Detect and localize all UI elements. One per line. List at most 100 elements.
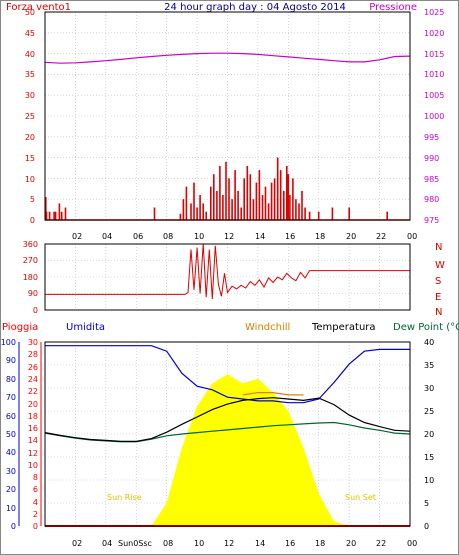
- wind-gust-bar: [64, 207, 67, 220]
- humidity-tick: 50: [6, 430, 16, 439]
- time-tick: 06: [133, 232, 143, 241]
- time-tick: 10: [194, 539, 204, 548]
- wind-gust-bar: [249, 174, 252, 220]
- humidity-tick: 60: [6, 412, 16, 421]
- rain-tick: 6: [33, 485, 38, 494]
- time-tick: 20: [346, 539, 356, 548]
- humidity-tick: 100: [1, 338, 16, 347]
- pressure-tick: 1025: [424, 8, 444, 17]
- wind-tick: 50: [25, 8, 35, 17]
- wind-gust-bar: [295, 199, 297, 220]
- pressure-tick: 990: [424, 154, 439, 163]
- wind-gust-bar: [287, 174, 290, 220]
- compass-label: N: [435, 307, 442, 318]
- wind-gust-bar: [276, 157, 279, 220]
- panel3-frame: [44, 341, 411, 527]
- wind-tick: 25: [25, 112, 35, 121]
- rain-tick: 18: [28, 412, 38, 421]
- rain-tick: 0: [33, 522, 38, 531]
- wind-gust-bar: [386, 211, 388, 220]
- wind-gust-bar: [286, 165, 288, 220]
- direction-tick: 360: [23, 240, 38, 249]
- wind-gust-bar: [243, 178, 245, 220]
- pressure-axis-label: Pressione: [369, 2, 417, 13]
- temperature-tick: 15: [424, 453, 434, 462]
- wind-tick: 0: [30, 216, 35, 225]
- temperature-tick: 5: [424, 499, 429, 508]
- wind-gust-bar: [54, 211, 57, 220]
- wind-gust-bar: [222, 195, 224, 220]
- wind-gust-bar: [48, 211, 51, 220]
- temperature-tick: 40: [424, 338, 434, 347]
- wind-gust-bar: [153, 207, 156, 220]
- compass-labels: N W S E N: [435, 242, 445, 318]
- pressure-tick: 1015: [424, 50, 444, 59]
- wind-gust-bar: [348, 207, 350, 220]
- wind-gust-bars: [45, 157, 388, 220]
- time-tick: 18: [315, 539, 325, 548]
- wind-gust-bar: [210, 186, 212, 220]
- humidity-y-ticks: 0 10 20 30 40 50 60 70 80 90 100: [1, 338, 16, 531]
- wind-gust-bar: [252, 199, 255, 220]
- pressure-line: [44, 52, 411, 64]
- temperature-tick: 30: [424, 384, 434, 393]
- wind-gust-bar: [270, 182, 273, 220]
- wind-tick: 40: [25, 50, 35, 59]
- wind-gust-bar: [279, 170, 282, 220]
- windchill-line: [242, 392, 304, 396]
- wind-gust-bar: [202, 203, 204, 220]
- temperature-legend: Temperatura: [311, 322, 376, 333]
- wind-gust-bar: [317, 211, 320, 220]
- wind-gust-bar: [231, 199, 233, 220]
- rain-tick: 26: [28, 363, 38, 372]
- rain-tick: 10: [28, 461, 38, 470]
- wind-gust-bar: [216, 190, 218, 220]
- panel1-frame: [44, 11, 411, 221]
- wind-tick: 5: [30, 195, 35, 204]
- wind-gust-bar: [255, 182, 258, 220]
- temperature-line: [44, 397, 411, 442]
- rain-tick: 8: [33, 473, 38, 482]
- wind-gust-bar: [193, 182, 195, 220]
- wind-gust-bar: [258, 170, 261, 220]
- wind-gust-bar: [205, 211, 207, 220]
- chart-title: 24 hour graph day : 04 Agosto 2014: [164, 2, 346, 13]
- rain-tick: 16: [28, 424, 38, 433]
- wind-gust-bar: [298, 203, 300, 220]
- time-tick: 00: [407, 539, 417, 548]
- temperature-tick: 10: [424, 476, 434, 485]
- time-tick: Sun0Ssc: [118, 539, 152, 548]
- wind-tick: 30: [25, 91, 35, 100]
- rain-tick: 14: [28, 436, 38, 445]
- humidity-line: [45, 345, 410, 404]
- wind-gust-bar: [225, 161, 227, 220]
- direction-tick: 90: [28, 289, 38, 298]
- panel1-gridlines: [45, 12, 410, 220]
- wind-gust-bar: [234, 170, 236, 220]
- time-tick: 04: [102, 539, 112, 548]
- panel2-frame: [44, 243, 411, 311]
- time-tick: 18: [315, 232, 325, 241]
- time-tick: 08: [163, 232, 173, 241]
- rain-y-ticks: 0 2 4 6 8 10 12 14 16 18 20 22 24 26 28 …: [28, 338, 38, 531]
- wind-gust-bar: [273, 178, 276, 220]
- wind-direction-line: [45, 243, 410, 300]
- wind-gust-bar: [58, 203, 61, 220]
- solar-area: [45, 374, 410, 526]
- temperature-tick: 25: [424, 407, 434, 416]
- time-tick: 16: [285, 232, 295, 241]
- temperature-tick: 35: [424, 361, 434, 370]
- humidity-tick: 10: [6, 504, 16, 513]
- time-tick: 20: [346, 232, 356, 241]
- wind-gust-bar: [45, 211, 48, 220]
- direction-tick: 0: [33, 306, 38, 315]
- pressure-tick: 985: [424, 175, 439, 184]
- compass-label: E: [435, 292, 441, 303]
- wind-gust-bar: [219, 165, 221, 220]
- rain-tick: 4: [33, 498, 38, 507]
- direction-y-ticks: 0 90 180 270 360: [23, 240, 38, 315]
- rain-tick: 2: [33, 510, 38, 519]
- rain-axis-label: Pioggia: [2, 322, 38, 333]
- humidity-tick: 90: [6, 356, 16, 365]
- wind-tick: 10: [25, 175, 35, 184]
